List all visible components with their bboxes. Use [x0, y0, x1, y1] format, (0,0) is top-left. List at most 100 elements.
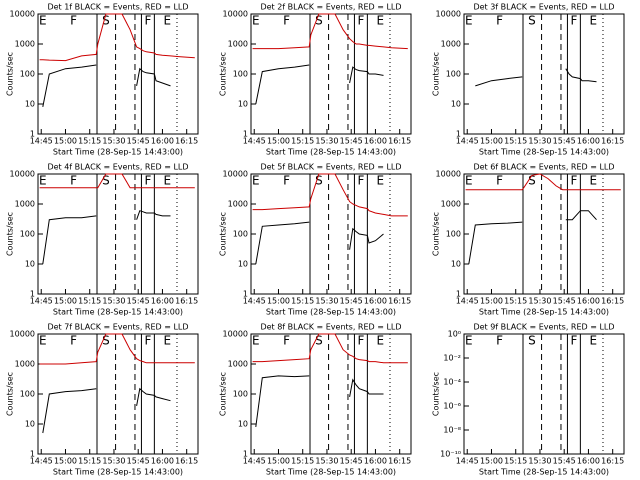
series-line: [42, 387, 171, 434]
y-tick-label: 10⁰: [448, 330, 461, 339]
segment-letter: E: [376, 334, 384, 348]
y-tick-label: 10: [25, 260, 35, 269]
x-tick-label: 15:00: [267, 297, 290, 306]
y-tick-label: 100: [20, 230, 35, 239]
y-tick-label: 10000: [223, 330, 248, 339]
x-axis-label: Start Time (28-Sep-15 14:43:00): [53, 308, 183, 317]
chart-title: Det 4f BLACK = Events, RED = LLD: [47, 163, 188, 172]
segment-letter: E: [252, 334, 260, 348]
segment-letter: E: [252, 174, 260, 188]
x-tick-label: 14:45: [456, 137, 479, 146]
x-tick-label: 16:15: [175, 137, 198, 146]
segment-letter: E: [589, 334, 597, 348]
x-tick-label: 15:15: [504, 457, 527, 466]
x-tick-label: 15:30: [315, 137, 338, 146]
x-tick-label: 15:15: [291, 137, 314, 146]
series-line: [468, 210, 597, 265]
x-tick-label: 16:00: [577, 137, 600, 146]
y-tick-label: 1: [243, 130, 248, 139]
segment-letter: S: [315, 334, 323, 348]
y-axis-label: Counts/sec: [432, 212, 441, 256]
series-line: [252, 13, 408, 50]
chart-title: Det 8f BLACK = Events, RED = LLD: [260, 323, 401, 332]
segment-letter: E: [465, 14, 473, 28]
x-tick-label: 16:15: [175, 297, 198, 306]
y-tick-label: 10⁻⁸: [443, 426, 461, 435]
y-tick-label: 10: [25, 100, 35, 109]
y-axis-label: Counts/sec: [432, 52, 441, 96]
x-tick-label: 15:45: [553, 297, 576, 306]
x-tick-label: 15:30: [102, 457, 125, 466]
x-axis-label: Start Time (28-Sep-15 14:43:00): [53, 148, 183, 157]
x-axis-label: Start Time (28-Sep-15 14:43:00): [266, 148, 396, 157]
y-tick-label: 1: [456, 130, 461, 139]
x-axis-label: Start Time (28-Sep-15 14:43:00): [479, 468, 609, 477]
segment-letter: F: [70, 174, 77, 188]
y-tick-label: 100: [233, 230, 248, 239]
y-tick-label: 10000: [10, 330, 35, 339]
x-tick-label: 16:00: [577, 297, 600, 306]
y-tick-label: 100: [233, 390, 248, 399]
x-tick-label: 16:00: [364, 457, 387, 466]
x-tick-label: 14:45: [30, 297, 53, 306]
series-line: [42, 210, 171, 265]
x-axis-label: Start Time (28-Sep-15 14:43:00): [479, 308, 609, 317]
x-tick-label: 15:00: [267, 457, 290, 466]
x-tick-label: 15:30: [528, 137, 551, 146]
y-tick-label: 100: [446, 70, 461, 79]
y-tick-label: 1: [243, 290, 248, 299]
x-tick-label: 16:15: [388, 137, 411, 146]
x-tick-label: 15:45: [340, 137, 363, 146]
y-tick-label: 10000: [10, 10, 35, 19]
y-tick-label: 10: [238, 260, 248, 269]
y-tick-label: 10: [238, 420, 248, 429]
segment-letter: E: [589, 174, 597, 188]
y-tick-label: 10: [238, 100, 248, 109]
x-tick-label: 16:00: [577, 457, 600, 466]
series-line: [39, 13, 195, 62]
y-tick-label: 100: [446, 230, 461, 239]
segment-letter: E: [163, 14, 171, 28]
y-tick-label: 100: [20, 70, 35, 79]
x-tick-label: 15:30: [102, 137, 125, 146]
x-tick-label: 16:00: [364, 137, 387, 146]
segment-letter: F: [570, 14, 577, 28]
y-tick-label: 10: [451, 260, 461, 269]
segment-letter: S: [528, 14, 536, 28]
y-axis-label: Counts/sec: [432, 372, 441, 416]
chart-title: Det 6f BLACK = Events, RED = LLD: [473, 163, 614, 172]
y-tick-label: 1: [456, 290, 461, 299]
y-tick-label: 1: [30, 290, 35, 299]
segment-letter: S: [315, 14, 323, 28]
x-tick-label: 14:45: [30, 457, 53, 466]
y-tick-label: 1: [243, 450, 248, 459]
series-line: [255, 375, 384, 427]
x-tick-label: 15:30: [102, 297, 125, 306]
chart-title: Det 5f BLACK = Events, RED = LLD: [260, 163, 401, 172]
segment-letter: F: [496, 334, 503, 348]
series-line: [39, 333, 195, 365]
plot-frame: [250, 173, 412, 295]
segment-letter: F: [144, 334, 151, 348]
x-tick-label: 15:00: [54, 297, 77, 306]
segment-letter: E: [376, 14, 384, 28]
x-tick-label: 15:15: [78, 297, 101, 306]
series-line: [252, 173, 408, 217]
segment-letter: F: [144, 14, 151, 28]
x-tick-label: 16:00: [364, 297, 387, 306]
x-tick-label: 16:00: [151, 137, 174, 146]
y-tick-label: 100: [233, 70, 248, 79]
segment-letter: E: [465, 334, 473, 348]
plot-frame: [37, 13, 199, 135]
x-tick-label: 15:00: [480, 137, 503, 146]
series-line: [42, 64, 171, 107]
segment-letter: F: [283, 14, 290, 28]
series-line: [255, 221, 384, 265]
y-tick-label: 10⁻²: [443, 354, 461, 363]
x-tick-label: 15:45: [340, 457, 363, 466]
y-axis-label: Counts/sec: [6, 212, 15, 256]
x-tick-label: 15:00: [480, 297, 503, 306]
plot-frame: [250, 13, 412, 135]
segment-letter: E: [39, 174, 47, 188]
x-tick-label: 14:45: [243, 457, 266, 466]
